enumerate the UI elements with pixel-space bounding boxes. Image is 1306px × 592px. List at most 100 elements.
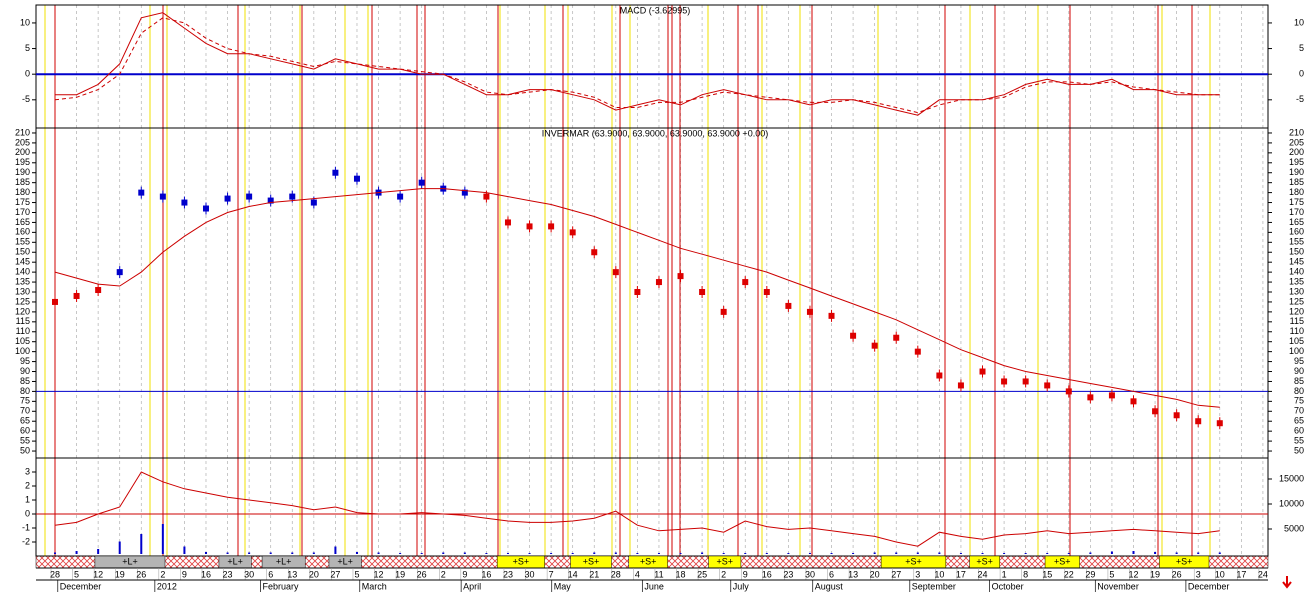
y-tick-label-right: 60	[1294, 426, 1304, 436]
x-tick-label: 5	[1109, 569, 1114, 579]
candle-body	[1216, 420, 1223, 427]
y-tick-label: 165	[15, 217, 30, 227]
candle-body	[828, 312, 835, 319]
y-tick-label: 125	[15, 296, 30, 306]
candle-body	[246, 193, 253, 200]
y-tick-label: 200	[15, 147, 30, 157]
y-tick-label-right: 140	[1289, 267, 1304, 277]
volume-bar	[528, 553, 531, 554]
candle-body	[569, 229, 576, 236]
y-tick-label: 50	[20, 445, 30, 455]
volume-bar	[701, 552, 704, 554]
month-label: April	[463, 581, 481, 591]
y-tick-label-right: 0	[1299, 69, 1304, 79]
x-tick-label: 5	[354, 569, 359, 579]
y-tick-label: 160	[15, 227, 30, 237]
candle-body	[418, 179, 425, 186]
candle-body	[1044, 382, 1051, 389]
y-tick-label-right: 165	[1289, 217, 1304, 227]
y-tick-label-right: 55	[1294, 435, 1304, 445]
candle-body	[332, 169, 339, 176]
y-tick-label-right: 80	[1294, 386, 1304, 396]
volume-bar	[334, 546, 337, 554]
x-tick-label: 26	[1172, 569, 1182, 579]
volume-bar	[506, 553, 509, 554]
volume-bar	[614, 552, 617, 554]
panel-title: INVERMAR (63.9000, 63.9000, 63.9000, 63.…	[542, 128, 768, 138]
candle-body	[1087, 394, 1094, 401]
x-tick-label: 27	[330, 569, 340, 579]
x-tick-label: 23	[503, 569, 513, 579]
x-tick-label: 30	[525, 569, 535, 579]
scroll-arrow[interactable]	[1282, 576, 1292, 589]
y2-tick-label: 15000	[1279, 473, 1304, 483]
candle-body	[526, 223, 533, 230]
y-tick-label-right: 190	[1289, 167, 1304, 177]
y-tick-label: 180	[15, 187, 30, 197]
y-tick-label-right: 160	[1289, 227, 1304, 237]
signal-band-label: +L+	[337, 556, 353, 566]
x-tick-label: 8	[1023, 569, 1028, 579]
x-tick-label: 1	[1002, 569, 1007, 579]
x-tick-label: 19	[115, 569, 125, 579]
candle-body	[1152, 408, 1159, 415]
y-tick-label-right: 180	[1289, 187, 1304, 197]
volume-bar	[895, 552, 898, 554]
x-tick-label: 29	[1085, 569, 1095, 579]
y-tick-label-right: 200	[1289, 147, 1304, 157]
month-label: November	[1097, 581, 1139, 591]
volume-bar	[399, 553, 402, 554]
month-label: July	[733, 581, 750, 591]
month-label: May	[554, 581, 572, 591]
y-tick-label: 95	[20, 356, 30, 366]
candle-body	[1022, 378, 1029, 385]
candle-body	[677, 273, 684, 280]
x-tick-label: 16	[201, 569, 211, 579]
x-tick-label: 14	[568, 569, 578, 579]
y-tick-label: 60	[20, 426, 30, 436]
candle-body	[720, 308, 727, 315]
volume-bar	[291, 552, 294, 554]
candle-body	[73, 292, 80, 299]
y-tick-label-right: 95	[1294, 356, 1304, 366]
signal-band-label: +L+	[227, 556, 243, 566]
y-tick-label-right: 110	[1290, 326, 1304, 336]
volume-bar	[938, 552, 941, 554]
candle-body	[763, 289, 770, 296]
y-tick-label: 150	[15, 247, 30, 257]
volume-bar	[248, 552, 251, 554]
volume-bar	[744, 553, 747, 554]
month-label: December	[1188, 581, 1230, 591]
candle-body	[591, 249, 598, 256]
x-tick-label: 10	[934, 569, 944, 579]
candle-body	[483, 193, 490, 200]
volume-bar	[1003, 553, 1006, 554]
candle-body	[95, 287, 102, 294]
y2-tick-label: 5000	[1284, 523, 1304, 533]
y-tick-label: 105	[15, 336, 30, 346]
y-tick-label-right: 85	[1294, 376, 1304, 386]
candle-body	[979, 368, 986, 375]
volume-bar	[981, 553, 984, 554]
candle-body	[1001, 378, 1008, 385]
volume-bar	[873, 552, 876, 554]
candle-body	[548, 223, 555, 230]
volume-bar	[830, 553, 833, 554]
y-tick-label: -2	[22, 536, 30, 546]
x-tick-label: 6	[268, 569, 273, 579]
x-tick-label: 28	[50, 569, 60, 579]
y-tick-label-right: 175	[1289, 197, 1304, 207]
candle-body	[1130, 398, 1137, 405]
month-label: June	[644, 581, 664, 591]
candle-body	[202, 205, 209, 212]
y-tick-label-right: 90	[1294, 366, 1304, 376]
x-tick-label: 4	[635, 569, 640, 579]
volume-bar	[593, 552, 596, 554]
volume-bar	[226, 552, 229, 554]
x-tick-label: 9	[182, 569, 187, 579]
y-tick-label: 110	[16, 326, 30, 336]
x-tick-label: 21	[589, 569, 599, 579]
volume-bar	[765, 553, 768, 554]
y-tick-label-right: 115	[1290, 316, 1304, 326]
